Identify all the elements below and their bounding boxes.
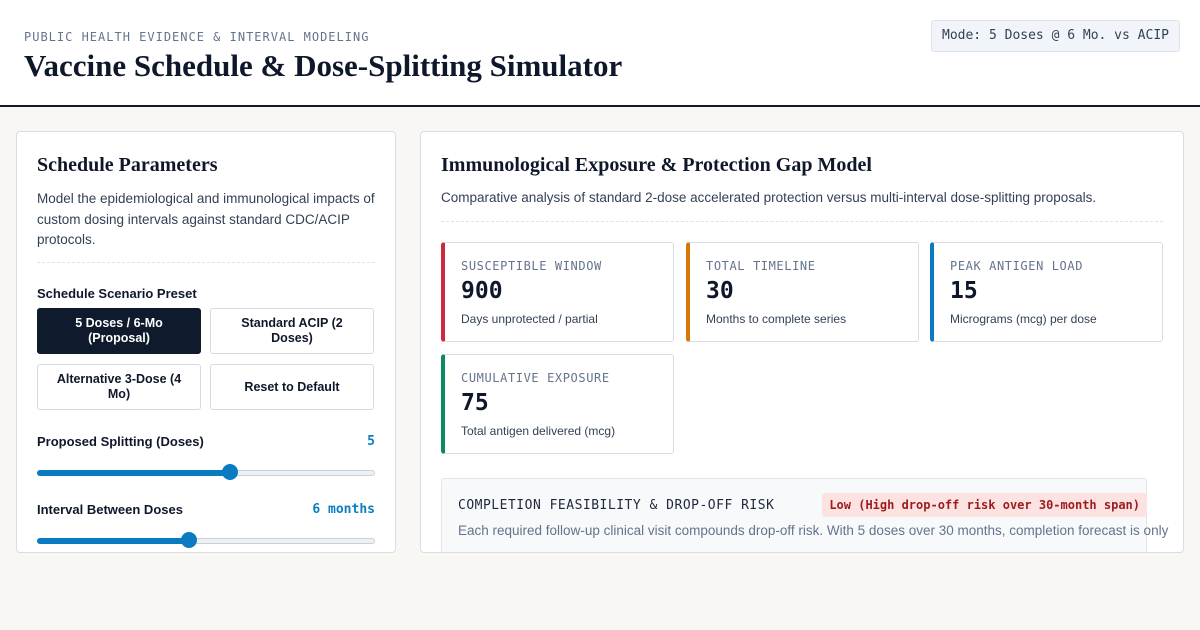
metric-caption: Days unprotected / partial [461, 312, 598, 326]
interval-slider-thumb[interactable] [181, 532, 198, 548]
metric-label: CUMULATIVE EXPOSURE [461, 371, 610, 385]
metric-label: PEAK ANTIGEN LOAD [950, 259, 1084, 273]
doses-slider-thumb[interactable] [221, 464, 238, 480]
completion-feasibility-box: COMPLETION FEASIBILITY & DROP-OFF RISK L… [441, 478, 1169, 552]
metric-card-cumulative-exposure: CUMULATIVE EXPOSURE 75 Total antigen del… [441, 354, 674, 454]
page-title: Vaccine Schedule & Dose-Splitting Simula… [24, 48, 623, 83]
doses-slider-fill [37, 470, 230, 476]
page-header: PUBLIC HEALTH EVIDENCE & INTERVAL MODELI… [0, 0, 1200, 107]
feasibility-title: COMPLETION FEASIBILITY & DROP-OFF RISK [458, 498, 775, 513]
divider [37, 262, 375, 263]
feasibility-text: Each required follow-up clinical visit c… [458, 523, 1169, 538]
metric-caption: Months to complete series [706, 312, 847, 326]
mode-badge: Mode: 5 Doses @ 6 Mo. vs ACIP [931, 20, 1180, 52]
preset-alternative-3-dose-button[interactable]: Alternative 3-Dose (4 Mo) [37, 364, 201, 410]
metric-card-peak-antigen-load: PEAK ANTIGEN LOAD 15 Micrograms (mcg) pe… [930, 242, 1163, 342]
metric-value: 900 [461, 278, 503, 304]
page-eyebrow: PUBLIC HEALTH EVIDENCE & INTERVAL MODELI… [24, 30, 370, 44]
interval-value: 6 months [312, 502, 375, 517]
metric-label: SUSCEPTIBLE WINDOW [461, 259, 602, 273]
interval-slider[interactable] [37, 532, 375, 548]
interval-label: Interval Between Doses [37, 502, 183, 517]
exposure-model-panel: Immunological Exposure & Protection Gap … [420, 131, 1184, 553]
doses-label: Proposed Splitting (Doses) [37, 434, 204, 449]
preset-label: Schedule Scenario Preset [37, 286, 197, 301]
divider [441, 221, 1163, 222]
preset-standard-acip-button[interactable]: Standard ACIP (2 Doses) [210, 308, 374, 354]
metric-card-susceptible-window: SUSCEPTIBLE WINDOW 900 Days unprotected … [441, 242, 674, 342]
metric-value: 15 [950, 278, 978, 304]
schedule-parameters-description: Model the epidemiological and immunologi… [37, 191, 375, 247]
exposure-model-title: Immunological Exposure & Protection Gap … [441, 154, 872, 176]
schedule-parameters-title: Schedule Parameters [37, 154, 218, 176]
metric-card-total-timeline: TOTAL TIMELINE 30 Months to complete ser… [686, 242, 919, 342]
doses-value: 5 [367, 434, 375, 449]
metric-label: TOTAL TIMELINE [706, 259, 816, 273]
preset-5-doses-button[interactable]: 5 Doses / 6-Mo (Proposal) [37, 308, 201, 354]
reset-default-button[interactable]: Reset to Default [210, 364, 374, 410]
metric-value: 30 [706, 278, 734, 304]
metric-caption: Micrograms (mcg) per dose [950, 312, 1097, 326]
exposure-model-description: Comparative analysis of standard 2-dose … [441, 190, 1097, 205]
feasibility-risk-badge: Low (High drop-off risk over 30-month sp… [822, 493, 1147, 517]
schedule-parameters-panel: Schedule Parameters Model the epidemiolo… [16, 131, 396, 553]
doses-slider[interactable] [37, 464, 375, 480]
metric-value: 75 [461, 390, 489, 416]
metric-caption: Total antigen delivered (mcg) [461, 424, 616, 438]
interval-slider-fill [37, 538, 190, 544]
